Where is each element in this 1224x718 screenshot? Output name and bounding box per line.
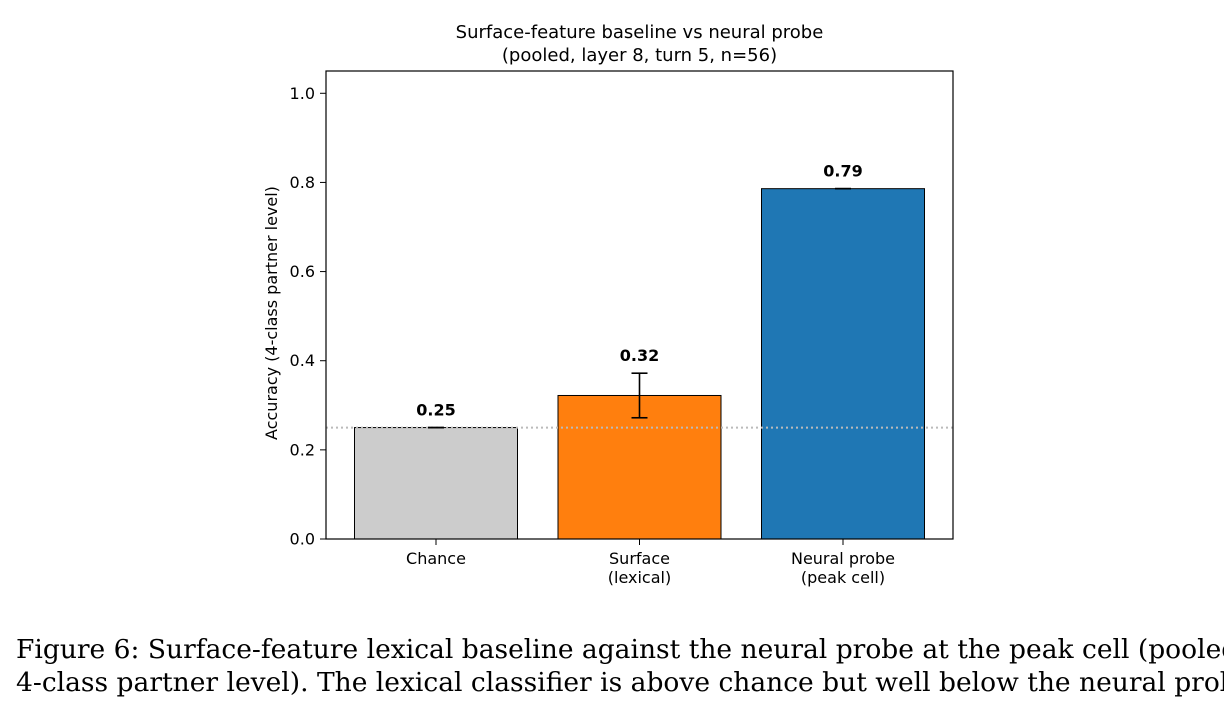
chart-title: Surface-feature baseline vs neural probe bbox=[456, 22, 824, 43]
y-tick-label-5: 1.0 bbox=[290, 84, 315, 103]
value-label-2: 0.79 bbox=[823, 162, 862, 181]
y-tick-label-2: 0.4 bbox=[290, 351, 315, 370]
x-tick-label-1-0: Surface bbox=[609, 549, 670, 568]
y-tick-label-4: 0.8 bbox=[290, 173, 315, 192]
y-axis-label: Accuracy (4-class partner level) bbox=[262, 186, 281, 440]
value-label-1: 0.32 bbox=[620, 346, 659, 365]
caption-line-2: 4-class partner level). The lexical clas… bbox=[16, 667, 1224, 698]
figure-caption: Figure 6: Surface-feature lexical baseli… bbox=[16, 633, 1224, 699]
x-tick-label-2-0: Neural probe bbox=[791, 549, 895, 568]
bar-1 bbox=[557, 394, 722, 540]
chart-subtitle: (pooled, layer 8, turn 5, n=56) bbox=[502, 45, 777, 66]
x-tick-label-2-1: (peak cell) bbox=[801, 568, 885, 587]
x-tick-label-1-1: (lexical) bbox=[608, 568, 671, 587]
y-tick-label-1: 0.2 bbox=[290, 440, 315, 459]
caption-line-1: Figure 6: Surface-feature lexical baseli… bbox=[16, 634, 1224, 665]
y-tick-label-0: 0.0 bbox=[290, 530, 315, 549]
bar-2 bbox=[761, 188, 925, 540]
x-tick-label-0-0: Chance bbox=[406, 549, 466, 568]
y-tick-label-3: 0.6 bbox=[290, 262, 315, 281]
value-label-0: 0.25 bbox=[416, 401, 455, 420]
bar-0 bbox=[354, 427, 518, 540]
bar-chart: Surface-feature baseline vs neural probe… bbox=[262, 22, 954, 587]
